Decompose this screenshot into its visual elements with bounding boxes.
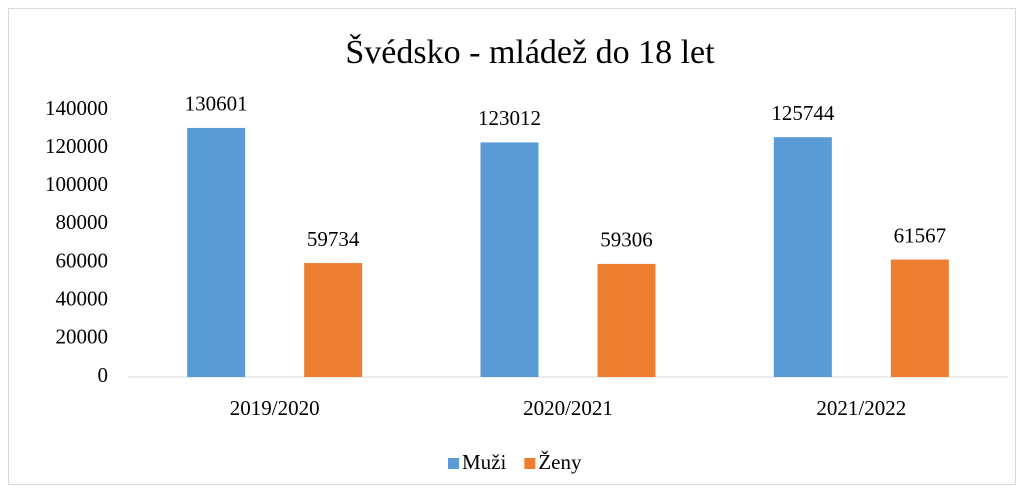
chart-title: Švédsko - mládež do 18 let xyxy=(345,33,715,71)
y-tick-label: 120000 xyxy=(45,134,108,158)
x-tick-label: 2021/2022 xyxy=(816,396,906,420)
legend-swatch xyxy=(524,458,536,469)
bar xyxy=(480,142,539,377)
y-tick-label: 100000 xyxy=(45,172,108,196)
bar xyxy=(773,137,832,377)
y-tick-label: 60000 xyxy=(56,248,109,272)
data-label: 61567 xyxy=(894,223,947,247)
data-label: 59306 xyxy=(600,228,653,252)
data-label: 123012 xyxy=(478,106,541,130)
data-label: 125744 xyxy=(771,101,835,125)
data-label: 130601 xyxy=(185,92,248,116)
x-tick-label: 2019/2020 xyxy=(230,396,320,420)
y-tick-label: 40000 xyxy=(56,287,109,311)
bar xyxy=(187,127,246,377)
legend-label: Muži xyxy=(462,450,506,474)
x-tick-label: 2020/2021 xyxy=(523,396,613,420)
y-tick-label: 20000 xyxy=(56,325,109,349)
y-tick-label: 0 xyxy=(98,363,109,387)
legend-label: Ženy xyxy=(538,450,582,474)
bar xyxy=(597,263,656,377)
bar xyxy=(890,259,949,377)
y-tick-label: 140000 xyxy=(45,96,108,120)
legend-swatch xyxy=(448,458,459,469)
data-label: 59734 xyxy=(307,227,360,251)
bar xyxy=(304,263,363,377)
y-tick-label: 80000 xyxy=(56,210,109,234)
